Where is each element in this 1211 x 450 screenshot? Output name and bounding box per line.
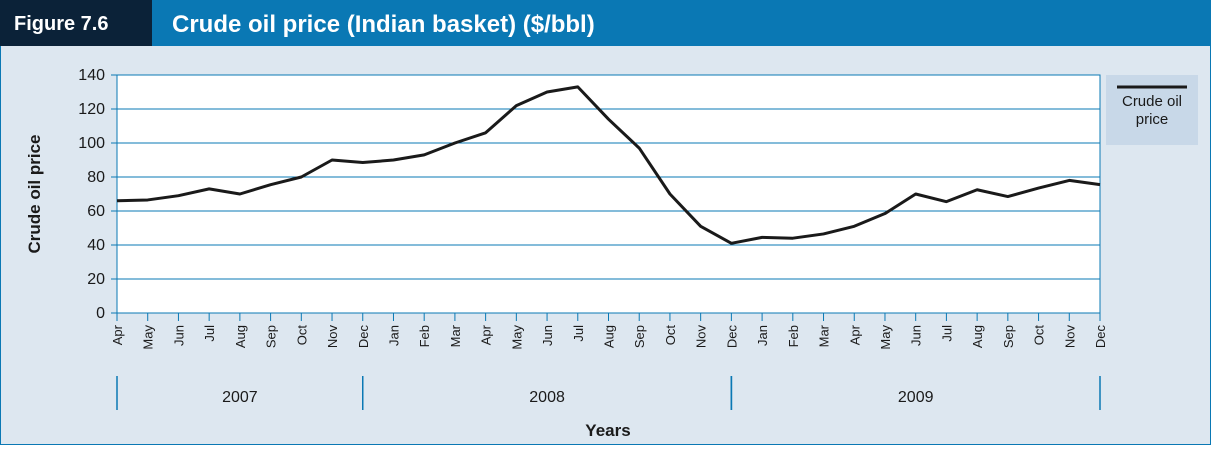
x-tick-label: Aug <box>233 325 248 348</box>
figure-label: Figure 7.6 <box>14 13 108 35</box>
x-tick-label: Apr <box>479 324 494 345</box>
x-tick-label: Dec <box>724 325 739 349</box>
x-tick-label: Dec <box>1093 325 1108 349</box>
y-tick-label: 140 <box>78 67 105 84</box>
line-series <box>116 85 1101 245</box>
y-tick-label: 120 <box>78 101 105 118</box>
x-tick-label: Oct <box>663 325 678 346</box>
year-label: 2007 <box>222 389 258 406</box>
x-tick-label: Mar <box>817 324 832 347</box>
y-tick-label: 100 <box>78 135 105 152</box>
figure-label-box <box>0 0 152 46</box>
x-tick-label: May <box>141 325 156 350</box>
x-tick-label: Jan <box>386 325 401 346</box>
x-tick-label: Jul <box>571 325 586 342</box>
x-tick-label: Nov <box>325 325 340 349</box>
x-tick-label: Mar <box>448 324 463 347</box>
x-tick-label: Jan <box>755 325 770 346</box>
x-tick-label: Sep <box>632 325 647 348</box>
x-tick-label: Jul <box>939 325 954 342</box>
y-tick-label: 20 <box>87 271 105 288</box>
year-label: 2009 <box>898 389 934 406</box>
x-tick-label: May <box>509 325 524 350</box>
title-bar <box>0 0 1211 46</box>
x-tick-label: May <box>878 325 893 350</box>
x-tick-label: Feb <box>786 325 801 347</box>
y-tick-label: 80 <box>87 169 105 186</box>
y-axis-title: Crude oil price <box>25 134 44 253</box>
x-tick-label: Jun <box>909 325 924 346</box>
x-tick-label: Apr <box>110 324 125 345</box>
x-tick-label: Aug <box>970 325 985 348</box>
x-tick-label: Jun <box>171 325 186 346</box>
x-tick-label: Feb <box>417 325 432 347</box>
x-tick-label: Jun <box>540 325 555 346</box>
x-tick-label: Apr <box>847 324 862 345</box>
x-tick-label: Nov <box>694 325 709 349</box>
x-tick-label: Aug <box>602 325 617 348</box>
x-tick-label: Oct <box>294 325 309 346</box>
y-tick-label: 0 <box>96 305 105 322</box>
year-label: 2008 <box>529 389 565 406</box>
y-tick-label: 60 <box>87 203 105 220</box>
x-tick-label: Dec <box>356 325 371 349</box>
x-tick-label: Sep <box>264 325 279 348</box>
y-tick-label: 40 <box>87 237 105 254</box>
x-tick-label: Oct <box>1032 325 1047 346</box>
legend-label: Crude oil price <box>1122 93 1182 128</box>
plot-area <box>116 74 1101 314</box>
chart-title: Crude oil price (Indian basket) ($/bbl) <box>172 11 595 38</box>
x-tick-label: Jul <box>202 325 217 342</box>
x-axis-title: Years <box>585 421 630 440</box>
x-tick-label: Nov <box>1062 325 1077 349</box>
x-tick-label: Sep <box>1001 325 1016 348</box>
